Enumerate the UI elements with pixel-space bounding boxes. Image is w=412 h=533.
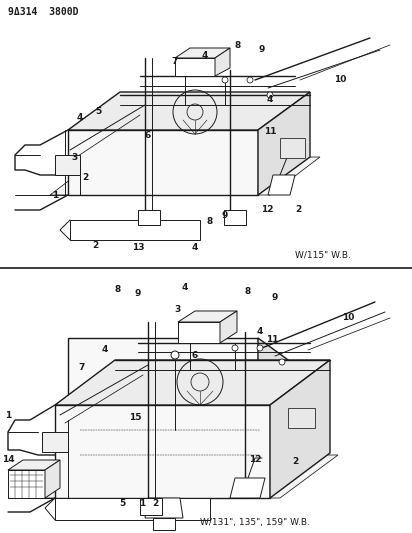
Text: 4: 4 — [192, 244, 198, 253]
Polygon shape — [288, 408, 315, 428]
Text: 2: 2 — [82, 174, 88, 182]
Polygon shape — [140, 498, 162, 515]
Polygon shape — [178, 322, 220, 343]
Text: 9: 9 — [222, 211, 228, 220]
Text: 9Δ314  3800D: 9Δ314 3800D — [8, 7, 79, 17]
Text: 12: 12 — [261, 206, 273, 214]
Text: W/115" W.B.: W/115" W.B. — [295, 251, 351, 260]
Text: 7: 7 — [172, 58, 178, 67]
Text: 11: 11 — [266, 335, 278, 344]
Polygon shape — [8, 470, 45, 498]
Polygon shape — [230, 478, 265, 498]
Text: 8: 8 — [235, 42, 241, 51]
Text: 4: 4 — [102, 345, 108, 354]
Polygon shape — [42, 432, 68, 452]
Polygon shape — [8, 460, 60, 470]
Text: 6: 6 — [192, 351, 198, 359]
Polygon shape — [70, 220, 200, 240]
Text: 8: 8 — [245, 287, 251, 296]
Polygon shape — [55, 155, 80, 175]
Text: 9: 9 — [272, 294, 278, 303]
Polygon shape — [40, 455, 338, 498]
Polygon shape — [268, 175, 295, 195]
Circle shape — [171, 351, 179, 359]
Text: 2: 2 — [92, 240, 98, 249]
Polygon shape — [50, 157, 320, 195]
Text: 9: 9 — [259, 45, 265, 54]
Polygon shape — [153, 518, 175, 530]
Text: 8: 8 — [115, 286, 121, 295]
Polygon shape — [45, 460, 60, 498]
Circle shape — [257, 345, 263, 351]
Text: 7: 7 — [79, 364, 85, 373]
Text: 4: 4 — [77, 114, 83, 123]
Text: 5: 5 — [119, 499, 125, 508]
Text: 5: 5 — [95, 108, 101, 117]
Polygon shape — [68, 130, 258, 195]
Polygon shape — [68, 92, 310, 130]
Text: 11: 11 — [264, 127, 276, 136]
Polygon shape — [175, 48, 230, 58]
Text: 2: 2 — [295, 206, 301, 214]
Text: 8: 8 — [207, 217, 213, 227]
Polygon shape — [215, 48, 230, 76]
Polygon shape — [138, 210, 160, 225]
Polygon shape — [178, 311, 237, 322]
Text: 1: 1 — [5, 411, 11, 421]
Polygon shape — [55, 360, 330, 405]
Circle shape — [279, 359, 285, 365]
Text: 6: 6 — [145, 131, 151, 140]
Text: 3: 3 — [72, 154, 78, 163]
Text: 1: 1 — [52, 190, 58, 199]
Text: 1: 1 — [139, 499, 145, 508]
Circle shape — [232, 345, 238, 351]
Polygon shape — [68, 403, 310, 441]
Circle shape — [222, 77, 228, 83]
Polygon shape — [258, 92, 310, 195]
Text: 9: 9 — [135, 289, 141, 298]
Polygon shape — [55, 498, 210, 520]
Text: W/131", 135", 159" W.B.: W/131", 135", 159" W.B. — [200, 518, 310, 527]
Text: 2: 2 — [152, 499, 158, 508]
Circle shape — [247, 77, 253, 83]
Polygon shape — [258, 338, 310, 441]
Text: 2: 2 — [292, 457, 298, 466]
Polygon shape — [55, 405, 270, 498]
Polygon shape — [175, 58, 215, 76]
Polygon shape — [270, 360, 330, 498]
Text: 4: 4 — [202, 51, 208, 60]
Circle shape — [267, 92, 273, 98]
Polygon shape — [145, 498, 183, 518]
Polygon shape — [224, 210, 246, 225]
Text: 10: 10 — [342, 313, 354, 322]
Text: 12: 12 — [249, 456, 261, 464]
Text: 10: 10 — [334, 76, 346, 85]
Polygon shape — [280, 138, 305, 158]
Text: 3: 3 — [175, 305, 181, 314]
Polygon shape — [220, 311, 237, 343]
Text: 13: 13 — [132, 244, 144, 253]
Text: 14: 14 — [2, 456, 14, 464]
Polygon shape — [68, 338, 258, 403]
Text: 4: 4 — [267, 95, 273, 104]
Text: 4: 4 — [182, 284, 188, 293]
Text: 4: 4 — [257, 327, 263, 336]
Text: 15: 15 — [129, 414, 141, 423]
